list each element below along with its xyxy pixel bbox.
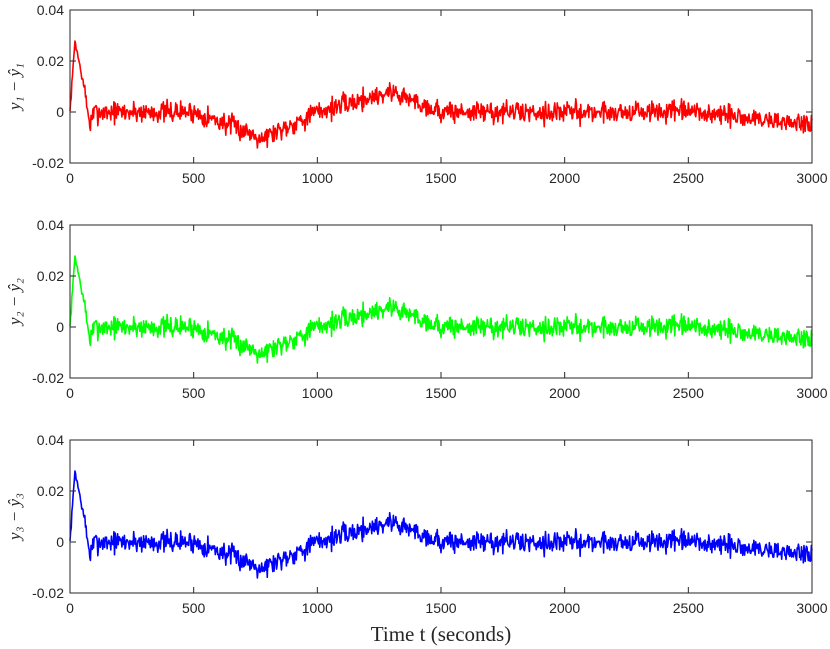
x-tick-label: 1500: [425, 600, 456, 616]
x-tick-label: 2000: [549, 170, 580, 186]
y-axis-label-2: y₂ − ŷ₂: [5, 278, 24, 327]
y-tick-label: 0.02: [37, 53, 64, 69]
x-tick-label: 0: [66, 170, 74, 186]
x-tick-label: 500: [182, 600, 206, 616]
x-tick-label: 2000: [549, 600, 580, 616]
y-tick-label: 0.02: [37, 483, 64, 499]
y-tick-label: 0.02: [37, 268, 64, 284]
series-line-3: [69, 470, 813, 579]
axes-frame-1: [69, 9, 813, 164]
x-tick-label: 500: [182, 385, 206, 401]
series-line-2: [69, 255, 813, 364]
y-axis-label-3: y₃ − ŷ₃: [5, 493, 24, 542]
y-tick-label: -0.02: [32, 585, 64, 601]
x-tick-label: 2500: [673, 170, 704, 186]
y-tick-label: -0.02: [32, 155, 64, 171]
x-tick-label: 3000: [796, 600, 827, 616]
x-tick-label: 1000: [302, 385, 333, 401]
x-axis-label: Time t (seconds): [371, 622, 511, 646]
y-tick-label: -0.02: [32, 370, 64, 386]
y-tick-label: 0: [56, 534, 64, 550]
x-tick-label: 0: [66, 385, 74, 401]
y-tick-label: 0.04: [37, 217, 64, 233]
y-tick-label: 0: [56, 319, 64, 335]
x-tick-label: 3000: [796, 385, 827, 401]
x-tick-label: 2000: [549, 385, 580, 401]
x-tick-label: 1500: [425, 385, 456, 401]
y-axis-label-1: y₁ − ŷ₁: [5, 63, 24, 112]
x-tick-label: 500: [182, 170, 206, 186]
axes-frame-2: [69, 224, 813, 379]
x-tick-label: 1000: [302, 600, 333, 616]
x-tick-label: 1500: [425, 170, 456, 186]
x-tick-label: 2500: [673, 600, 704, 616]
x-tick-label: 1000: [302, 170, 333, 186]
y-tick-label: 0: [56, 104, 64, 120]
series-line-1: [69, 40, 813, 149]
y-tick-label: 0.04: [37, 2, 64, 18]
axes-frame-3: [69, 439, 813, 594]
y-tick-label: 0.04: [37, 432, 64, 448]
x-tick-label: 0: [66, 600, 74, 616]
x-tick-label: 2500: [673, 385, 704, 401]
x-tick-label: 3000: [796, 170, 827, 186]
